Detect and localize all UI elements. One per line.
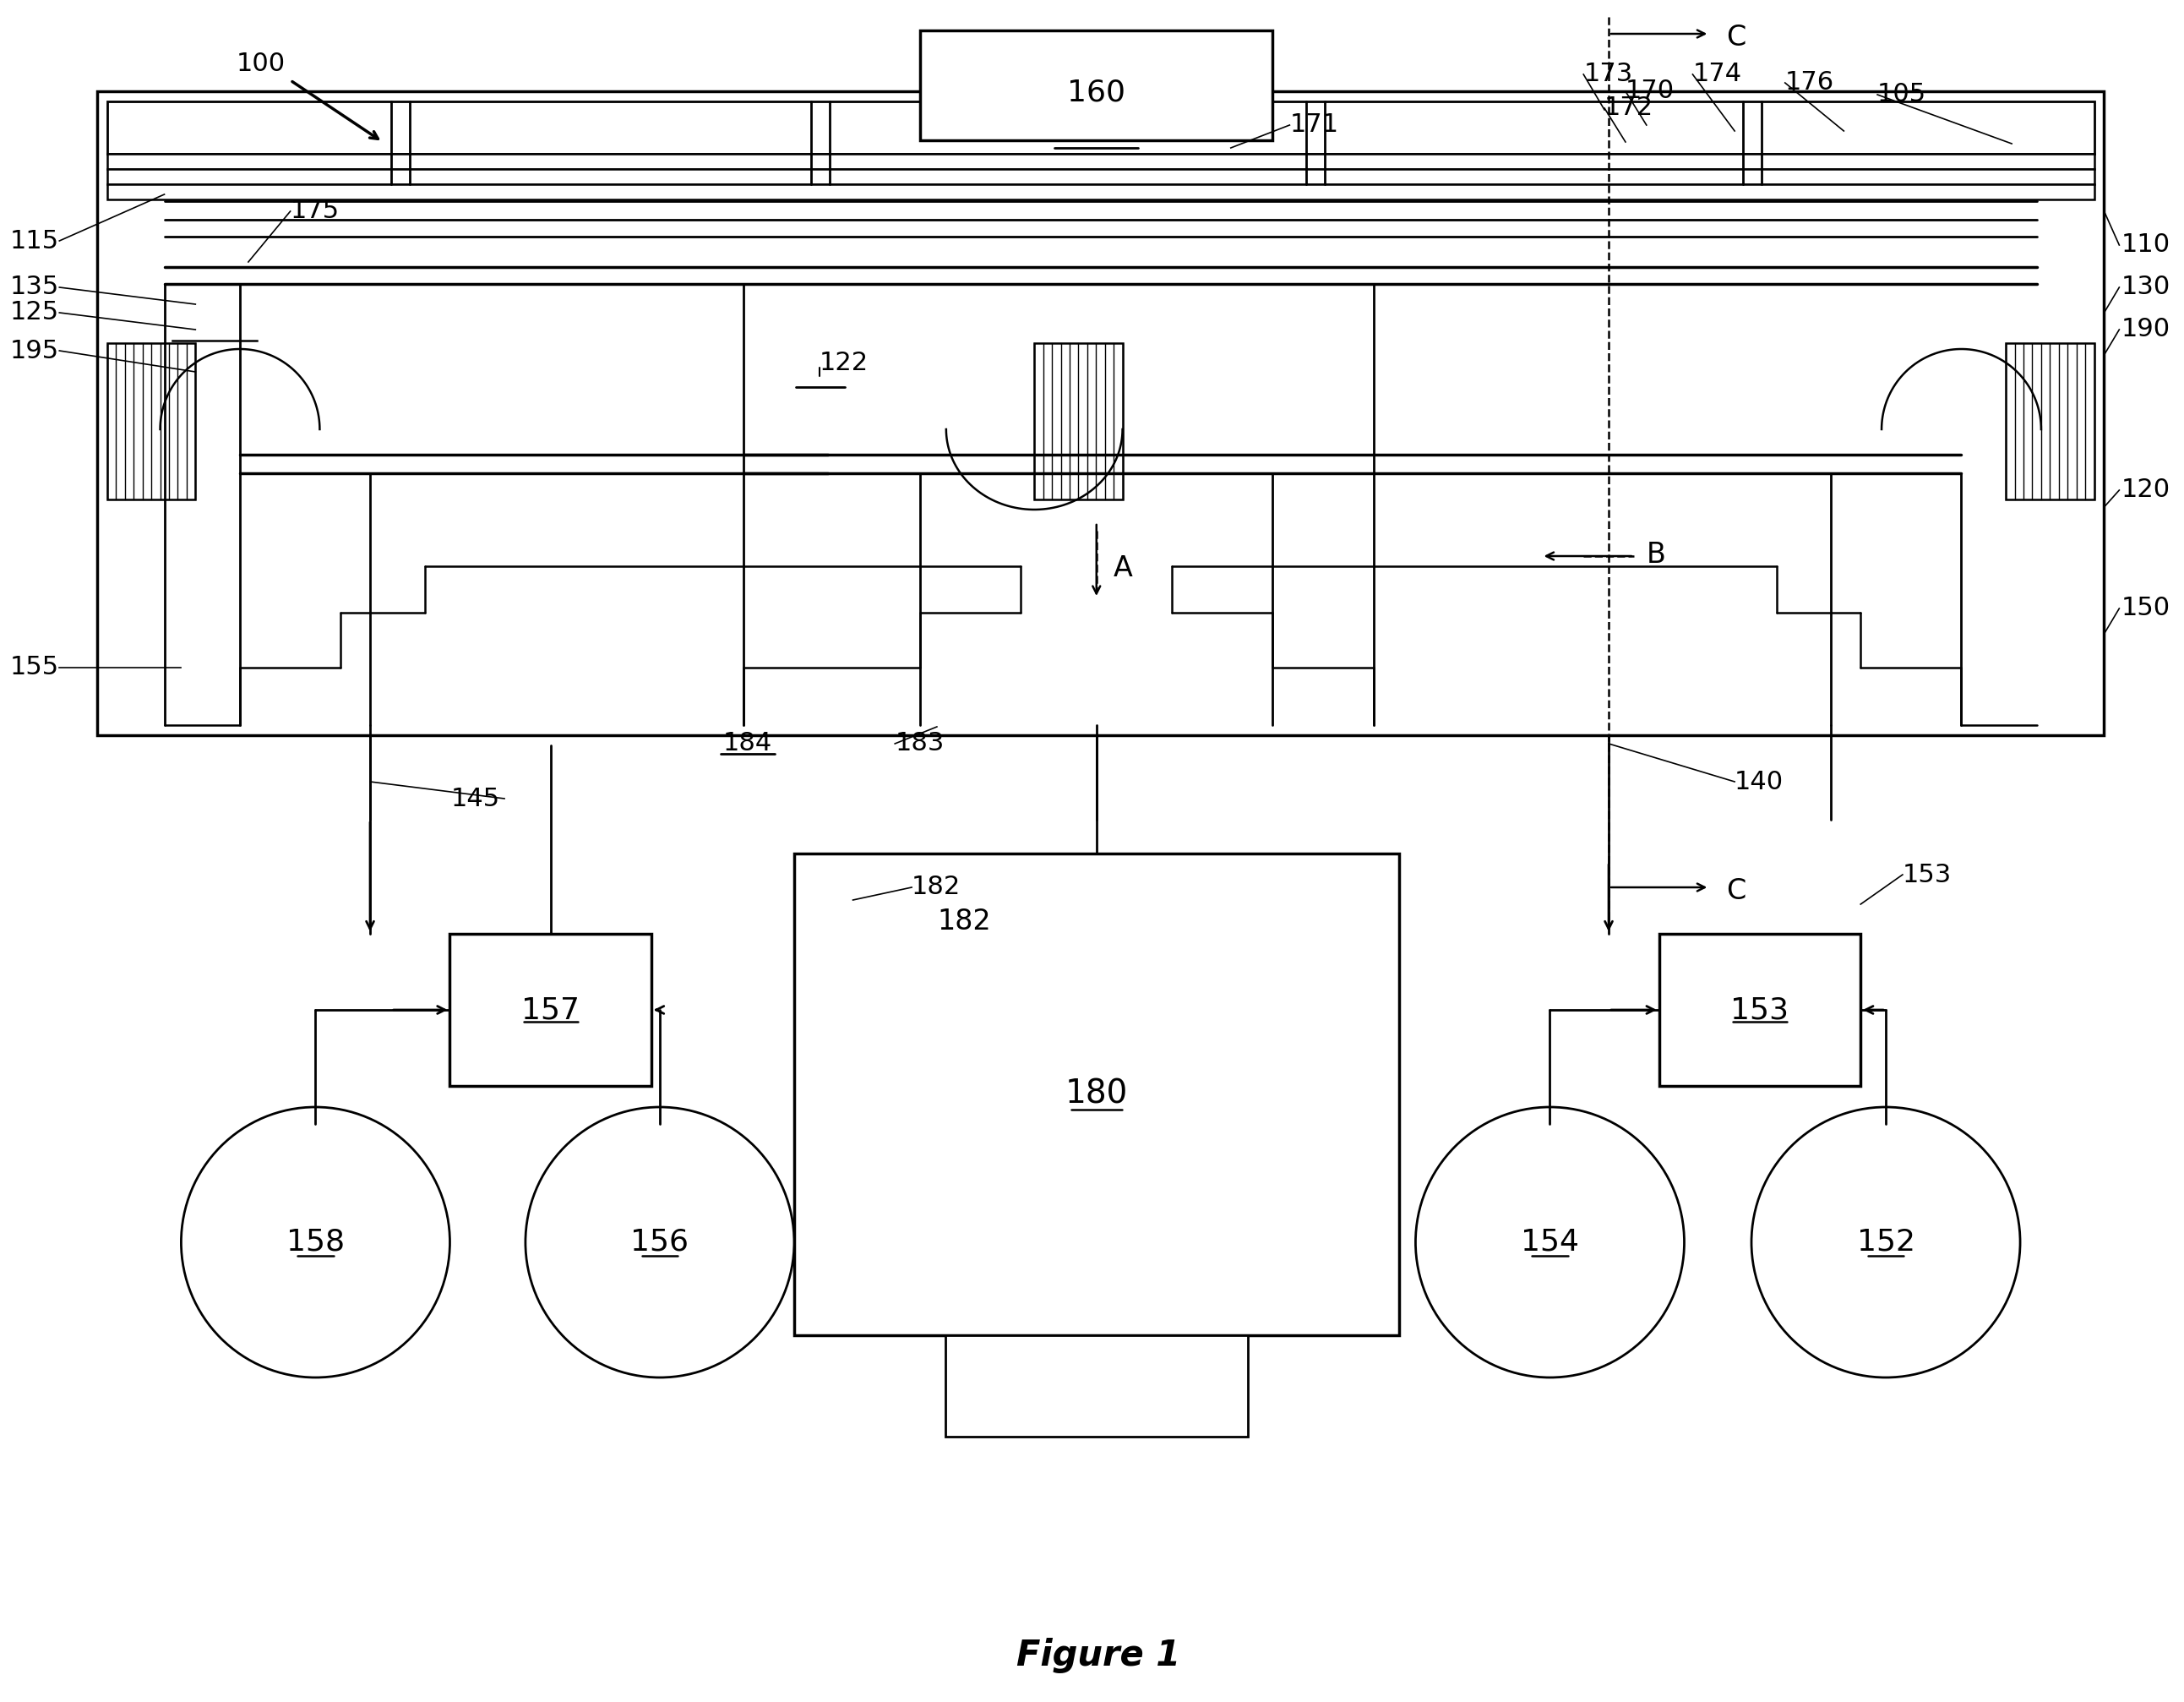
Text: 155: 155 (11, 655, 59, 679)
Text: 173: 173 (1583, 61, 1634, 87)
Text: 125: 125 (11, 301, 59, 325)
Text: 105: 105 (1878, 82, 1926, 107)
Text: 180: 180 (1066, 1079, 1127, 1110)
Text: 176: 176 (1784, 70, 1835, 95)
Bar (107, 168, 2094, 184)
Bar (795, 853, 1398, 1336)
Bar (450, 934, 651, 1086)
Bar (946, 1336, 1247, 1436)
Bar (107, 102, 2094, 153)
Text: 100: 100 (236, 51, 286, 75)
Text: 190: 190 (2121, 317, 2171, 342)
Text: 182: 182 (911, 875, 961, 900)
Circle shape (526, 1106, 795, 1377)
Bar (919, 31, 1273, 140)
Text: 183: 183 (895, 732, 943, 756)
Circle shape (1752, 1106, 2020, 1377)
Text: 184: 184 (723, 732, 773, 756)
Text: 195: 195 (11, 339, 59, 363)
Text: 157: 157 (522, 996, 579, 1025)
Text: B: B (1647, 541, 1666, 568)
Text: 158: 158 (286, 1227, 345, 1256)
Text: 115: 115 (11, 228, 59, 254)
Text: 172: 172 (1605, 95, 1653, 121)
Text: 152: 152 (1856, 1227, 1915, 1256)
Text: 174: 174 (1693, 61, 1743, 87)
Text: 156: 156 (631, 1227, 688, 1256)
Text: 140: 140 (1734, 769, 1784, 793)
Text: C: C (1725, 878, 1745, 905)
Bar (1035, 344, 1123, 499)
Text: 182: 182 (937, 907, 992, 934)
Text: C: C (1725, 24, 1745, 53)
Bar (107, 344, 194, 499)
Text: 122: 122 (819, 351, 869, 376)
Bar (1660, 934, 1861, 1086)
Text: 160: 160 (1068, 78, 1125, 107)
Text: A: A (1114, 555, 1133, 582)
Circle shape (181, 1106, 450, 1377)
Bar (107, 184, 2094, 199)
Text: 120: 120 (2121, 478, 2171, 502)
Circle shape (1415, 1106, 1684, 1377)
Text: 171: 171 (1289, 112, 1339, 138)
Bar (96, 92, 2103, 735)
Text: 154: 154 (1520, 1227, 1579, 1256)
Bar (2005, 344, 2094, 499)
Bar (107, 153, 2094, 168)
Text: 145: 145 (452, 786, 500, 810)
Text: 153: 153 (1902, 863, 1952, 887)
Text: 110: 110 (2121, 233, 2171, 257)
Text: 153: 153 (1730, 996, 1789, 1025)
Text: 130: 130 (2121, 276, 2171, 300)
Text: 170: 170 (1625, 78, 1675, 104)
Text: 175: 175 (290, 199, 339, 223)
Text: 135: 135 (11, 276, 59, 300)
Text: Figure 1: Figure 1 (1016, 1637, 1179, 1673)
Text: 150: 150 (2121, 596, 2171, 621)
